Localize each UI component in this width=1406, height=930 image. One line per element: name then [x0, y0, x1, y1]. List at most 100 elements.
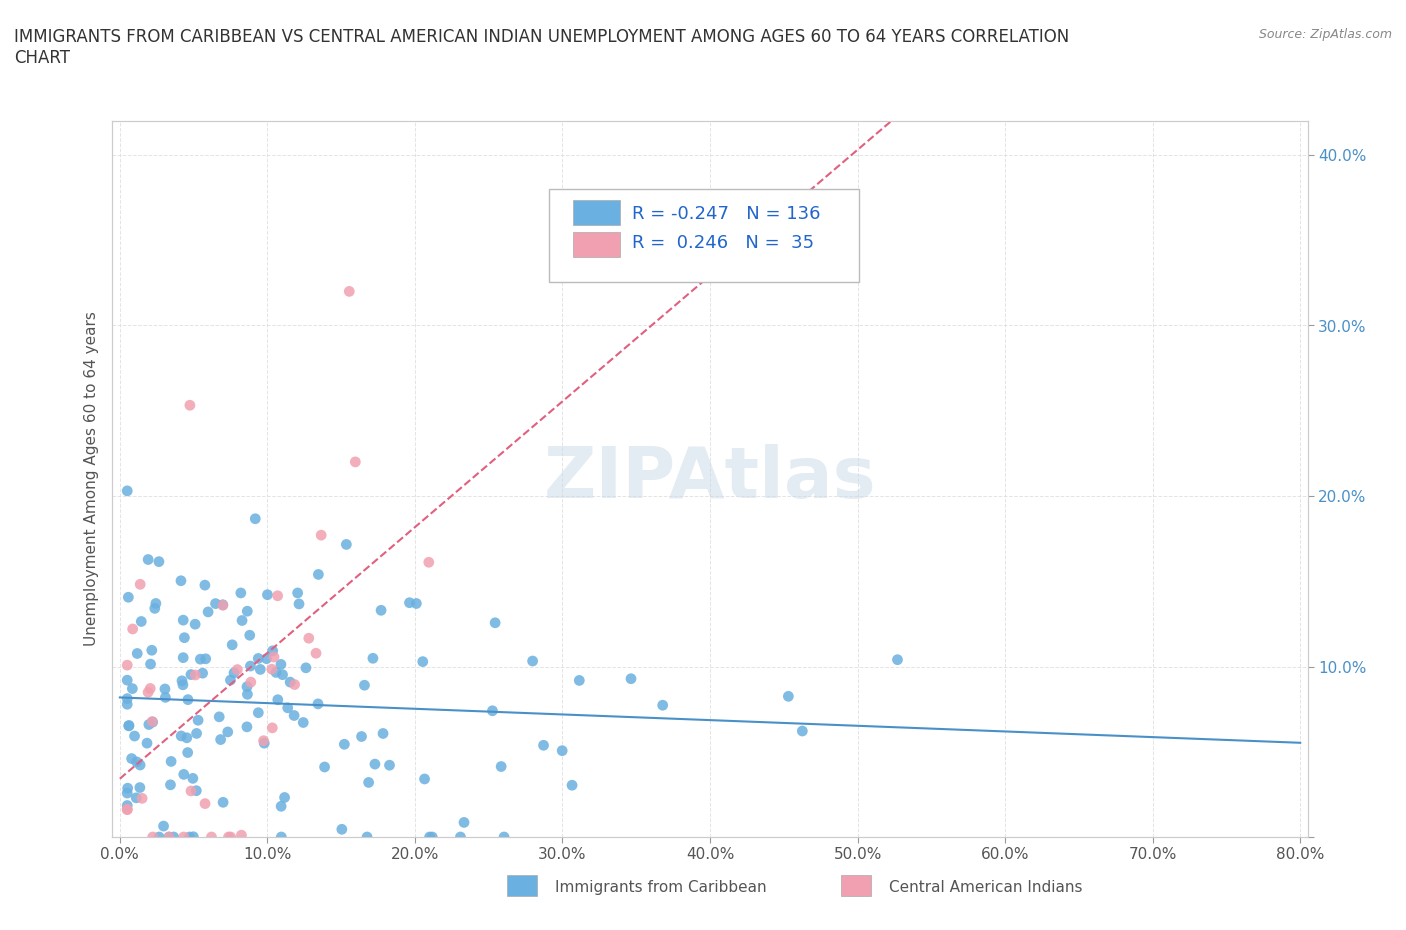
Immigrants from Caribbean: [138, 717, 160, 732]
Central American Indians: [179, 398, 201, 413]
Central American Indians: [344, 455, 367, 470]
Immigrants from Caribbean: [219, 672, 242, 687]
Immigrants from Caribbean: [292, 715, 315, 730]
Immigrants from Caribbean: [270, 799, 292, 814]
Immigrants from Caribbean: [231, 613, 253, 628]
Immigrants from Caribbean: [124, 728, 146, 743]
Immigrants from Caribbean: [129, 614, 152, 629]
Immigrants from Caribbean: [314, 760, 336, 775]
Immigrants from Caribbean: [211, 597, 233, 612]
Immigrants from Caribbean: [264, 665, 287, 680]
Immigrants from Caribbean: [886, 652, 908, 667]
Immigrants from Caribbean: [449, 830, 471, 844]
Immigrants from Caribbean: [136, 552, 159, 567]
Text: ZIPAtlas: ZIPAtlas: [544, 445, 876, 513]
Central American Indians: [263, 650, 285, 665]
Immigrants from Caribbean: [197, 604, 219, 619]
Immigrants from Caribbean: [194, 578, 217, 592]
Immigrants from Caribbean: [398, 595, 420, 610]
Immigrants from Caribbean: [522, 654, 544, 669]
Immigrants from Caribbean: [245, 512, 267, 526]
Central American Indians: [200, 830, 222, 844]
Immigrants from Caribbean: [307, 567, 329, 582]
Immigrants from Caribbean: [489, 759, 512, 774]
Immigrants from Caribbean: [229, 586, 252, 601]
Immigrants from Caribbean: [155, 690, 177, 705]
Immigrants from Caribbean: [121, 751, 143, 766]
Central American Indians: [239, 674, 262, 689]
Immigrants from Caribbean: [277, 700, 299, 715]
Immigrants from Caribbean: [142, 714, 165, 729]
Central American Indians: [298, 631, 321, 645]
Central American Indians: [309, 527, 332, 542]
Central American Indians: [157, 830, 180, 844]
Immigrants from Caribbean: [378, 758, 401, 773]
Immigrants from Caribbean: [273, 790, 295, 805]
Immigrants from Caribbean: [256, 651, 278, 666]
Immigrants from Caribbean: [350, 729, 373, 744]
Immigrants from Caribbean: [249, 662, 271, 677]
Immigrants from Caribbean: [405, 596, 427, 611]
Immigrants from Caribbean: [163, 830, 186, 844]
Immigrants from Caribbean: [253, 736, 276, 751]
Immigrants from Caribbean: [778, 689, 800, 704]
FancyBboxPatch shape: [842, 875, 872, 897]
Immigrants from Caribbean: [115, 697, 138, 711]
Central American Indians: [115, 658, 138, 672]
Immigrants from Caribbean: [353, 678, 375, 693]
Central American Indians: [139, 681, 162, 696]
Immigrants from Caribbean: [159, 777, 181, 792]
Immigrants from Caribbean: [172, 650, 194, 665]
Immigrants from Caribbean: [115, 786, 138, 801]
Immigrants from Caribbean: [152, 818, 174, 833]
Central American Indians: [136, 684, 159, 699]
Central American Indians: [337, 284, 360, 299]
Immigrants from Caribbean: [330, 822, 353, 837]
Immigrants from Caribbean: [239, 628, 262, 643]
Central American Indians: [180, 784, 202, 799]
Immigrants from Caribbean: [129, 758, 152, 773]
Immigrants from Caribbean: [217, 724, 239, 739]
Immigrants from Caribbean: [121, 681, 143, 696]
Immigrants from Caribbean: [115, 484, 138, 498]
Immigrants from Caribbean: [453, 815, 475, 830]
Immigrants from Caribbean: [270, 657, 292, 671]
Immigrants from Caribbean: [157, 830, 180, 844]
Immigrants from Caribbean: [247, 705, 270, 720]
Central American Indians: [141, 714, 163, 729]
FancyBboxPatch shape: [572, 200, 620, 225]
Immigrants from Caribbean: [204, 596, 226, 611]
Central American Indians: [418, 555, 440, 570]
Central American Indians: [121, 621, 143, 636]
Central American Indians: [284, 677, 307, 692]
Immigrants from Caribbean: [143, 601, 166, 616]
Immigrants from Caribbean: [561, 777, 583, 792]
FancyBboxPatch shape: [548, 189, 859, 282]
Central American Indians: [219, 830, 242, 844]
Immigrants from Caribbean: [172, 677, 194, 692]
Immigrants from Caribbean: [262, 644, 284, 658]
Immigrants from Caribbean: [177, 692, 200, 707]
Immigrants from Caribbean: [419, 830, 441, 844]
Immigrants from Caribbean: [333, 737, 356, 751]
Immigrants from Caribbean: [136, 736, 159, 751]
Central American Indians: [260, 662, 283, 677]
Central American Indians: [212, 598, 235, 613]
Immigrants from Caribbean: [145, 596, 167, 611]
Immigrants from Caribbean: [127, 646, 149, 661]
Central American Indians: [115, 802, 138, 817]
Immigrants from Caribbean: [533, 737, 555, 752]
Immigrants from Caribbean: [413, 772, 436, 787]
Immigrants from Caribbean: [357, 775, 380, 790]
Immigrants from Caribbean: [179, 830, 201, 844]
Text: Immigrants from Caribbean: Immigrants from Caribbean: [554, 880, 766, 895]
Immigrants from Caribbean: [117, 781, 139, 796]
Immigrants from Caribbean: [181, 771, 204, 786]
Immigrants from Caribbean: [256, 587, 278, 602]
Immigrants from Caribbean: [792, 724, 814, 738]
Immigrants from Caribbean: [283, 708, 305, 723]
Text: Source: ZipAtlas.com: Source: ZipAtlas.com: [1258, 28, 1392, 41]
Immigrants from Caribbean: [148, 554, 170, 569]
Immigrants from Caribbean: [172, 613, 194, 628]
Immigrants from Caribbean: [183, 830, 205, 844]
